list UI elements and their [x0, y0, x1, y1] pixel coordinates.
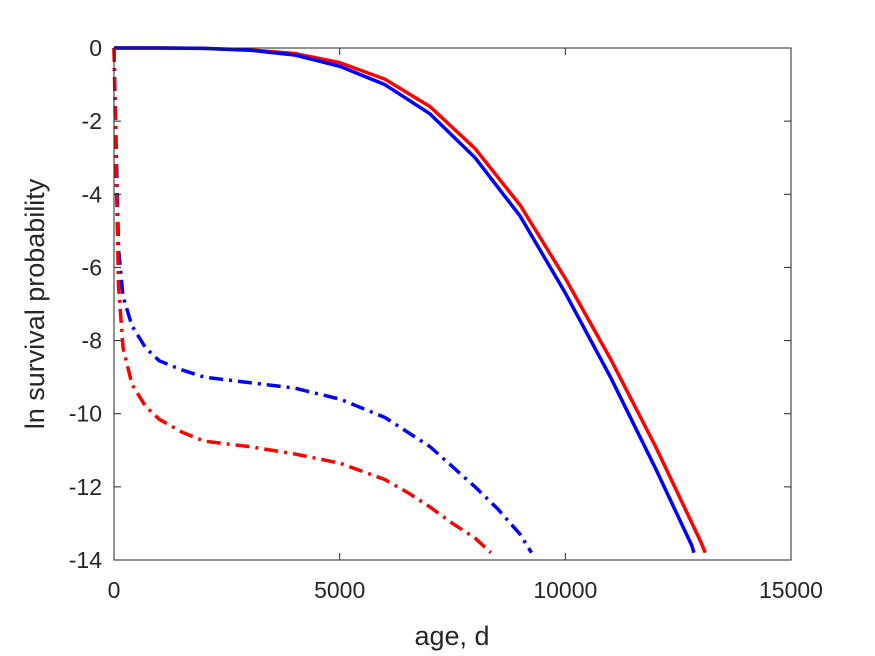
x-axis-label: age, d — [414, 621, 489, 651]
x-tick-label: 10000 — [533, 577, 597, 603]
series-line-1 — [114, 46, 707, 554]
axis-ticks — [113, 47, 792, 561]
y-tick-label: -6 — [82, 254, 102, 280]
series-line-2 — [114, 46, 696, 554]
x-tick-label: 5000 — [314, 577, 365, 603]
tick-labels: 0 5000 10000 15000 0 -2 -4 -6 -8 -10 -12 -14 — [69, 35, 823, 603]
y-axis-label: ln survival probability — [20, 178, 50, 429]
y-tick-label: -10 — [69, 401, 102, 427]
y-tick-label: -8 — [82, 328, 102, 354]
series-line-3 — [112, 47, 533, 554]
y-tick-label: -12 — [69, 474, 102, 500]
y-tick-label: -2 — [82, 108, 102, 134]
x-tick-label: 15000 — [759, 577, 823, 603]
x-tick-label: 0 — [108, 577, 121, 603]
plot-area-frame — [113, 47, 792, 561]
y-tick-label: -4 — [82, 181, 103, 207]
series-line-4 — [112, 47, 493, 554]
y-tick-label: -14 — [69, 547, 102, 573]
plot-lines — [112, 46, 707, 554]
y-tick-label: 0 — [89, 35, 102, 61]
